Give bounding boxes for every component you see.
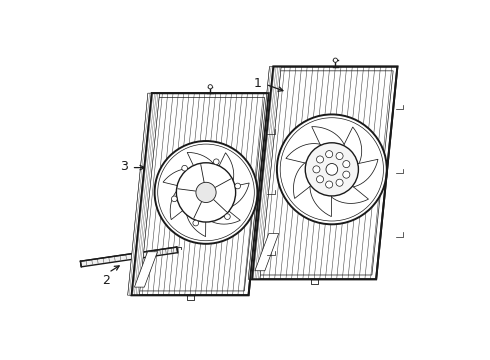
Polygon shape <box>286 144 323 165</box>
Circle shape <box>208 85 212 89</box>
Circle shape <box>336 153 343 159</box>
Polygon shape <box>206 204 240 224</box>
Polygon shape <box>252 67 397 279</box>
Circle shape <box>193 220 198 226</box>
Circle shape <box>343 171 350 178</box>
Polygon shape <box>187 152 218 176</box>
Circle shape <box>326 181 333 188</box>
Circle shape <box>317 156 323 163</box>
Text: 3: 3 <box>120 160 128 173</box>
Polygon shape <box>255 234 279 271</box>
Circle shape <box>317 176 323 183</box>
Circle shape <box>176 163 236 222</box>
Polygon shape <box>341 127 362 165</box>
Polygon shape <box>134 252 157 287</box>
Text: 2: 2 <box>102 274 110 287</box>
Polygon shape <box>347 159 378 187</box>
Circle shape <box>155 141 257 244</box>
Polygon shape <box>170 186 192 220</box>
Circle shape <box>305 143 358 196</box>
Circle shape <box>182 165 188 171</box>
Circle shape <box>224 214 230 220</box>
Circle shape <box>235 183 241 189</box>
Polygon shape <box>310 182 332 217</box>
Circle shape <box>277 114 387 224</box>
Polygon shape <box>220 183 249 208</box>
Circle shape <box>326 150 333 158</box>
Polygon shape <box>214 153 234 189</box>
Polygon shape <box>294 163 316 198</box>
Circle shape <box>172 196 177 202</box>
Polygon shape <box>80 247 178 267</box>
Circle shape <box>336 179 343 186</box>
Polygon shape <box>163 168 198 188</box>
Polygon shape <box>186 203 206 237</box>
Circle shape <box>214 159 219 165</box>
Circle shape <box>313 166 320 173</box>
Circle shape <box>196 182 216 203</box>
Text: 1: 1 <box>254 77 262 90</box>
Polygon shape <box>132 93 269 295</box>
Circle shape <box>333 58 338 62</box>
Polygon shape <box>248 67 281 279</box>
Polygon shape <box>332 182 368 203</box>
Circle shape <box>326 163 338 175</box>
Circle shape <box>343 161 350 168</box>
Polygon shape <box>128 93 160 295</box>
Polygon shape <box>312 127 344 151</box>
